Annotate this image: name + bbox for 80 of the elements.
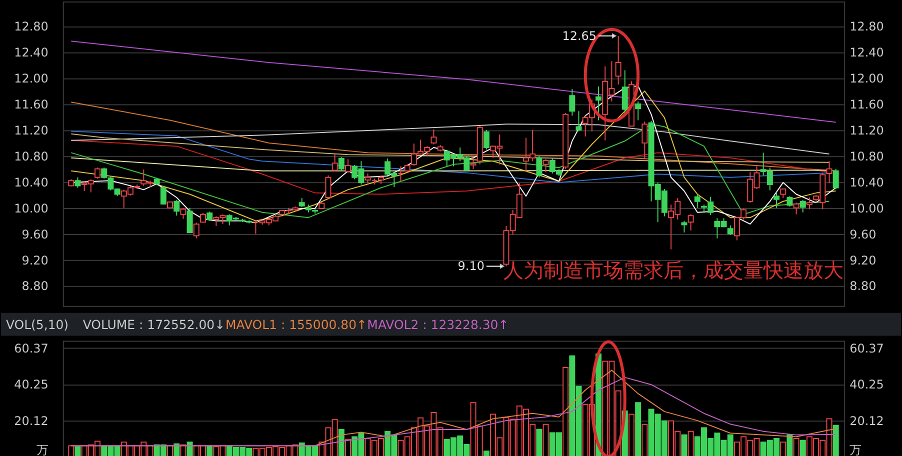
y2-tick-label: 11.20 (850, 123, 884, 138)
candlestick (681, 220, 688, 234)
annotation: 12.65 (562, 28, 597, 43)
candlestick (727, 224, 734, 236)
y-tick-label: 8.80 (22, 279, 48, 294)
y2-tick-label: 万 (850, 443, 862, 456)
candlestick (180, 207, 186, 220)
y2-tick-label: 12.40 (850, 46, 884, 60)
y2-tick-label: 10.00 (850, 201, 884, 216)
candlestick (160, 186, 166, 206)
annotation: 人为制造市场需求后，成交量快速放大 (504, 258, 844, 282)
candlestick (615, 35, 622, 86)
y-tick-label: 12.80 (14, 20, 48, 34)
candlestick (688, 214, 694, 232)
candlestick (325, 174, 332, 200)
candlestick (470, 158, 476, 170)
y-tick-label: 20.12 (14, 414, 48, 428)
candlestick (793, 202, 800, 215)
y2-tick-label: 12.80 (850, 20, 884, 34)
candlestick (774, 192, 780, 208)
y-tick-label: 11.20 (14, 123, 48, 138)
candlestick (642, 121, 648, 160)
candlestick (345, 158, 352, 174)
candlestick (298, 198, 305, 208)
line-series (70, 102, 836, 172)
line-series (70, 133, 830, 163)
candlestick (622, 70, 628, 114)
y2-tick-label: 20.12 (850, 414, 884, 428)
annotation: 9.10 (458, 259, 484, 274)
line-series (70, 124, 830, 154)
y-tick-label: 11.60 (14, 98, 48, 112)
y2-tick-label: 11.60 (850, 98, 884, 112)
line-series (70, 124, 830, 218)
y-tick-label: 9.60 (22, 227, 48, 242)
candlestick (800, 200, 806, 213)
y-tick-label: 10.00 (14, 201, 48, 216)
y-tick-label: 60.37 (14, 341, 48, 356)
candlestick (576, 110, 582, 132)
candlestick (826, 160, 832, 184)
candlestick (338, 156, 344, 171)
y2-tick-label: 8.80 (850, 279, 876, 294)
y-tick-label: 12.40 (14, 46, 48, 60)
candlestick (174, 200, 180, 216)
candlestick (569, 88, 576, 116)
candlestick (786, 196, 793, 208)
candlestick (398, 166, 404, 182)
y-tick-label: 10.80 (14, 149, 48, 164)
candlestick (200, 212, 206, 224)
candlestick (542, 158, 549, 173)
candlestick (94, 167, 101, 180)
text: MAVOL1 : 155000.80↑ (226, 316, 367, 332)
y2-tick-label: 9.60 (850, 227, 876, 242)
y-tick-label: 40.25 (14, 378, 48, 392)
line-series (70, 40, 836, 123)
candlestick (430, 128, 437, 145)
candlestick (186, 207, 193, 234)
candlestick (483, 129, 490, 150)
y2-tick-label: 60.37 (850, 341, 884, 356)
candlestick (332, 152, 338, 172)
candlestick (596, 86, 602, 121)
candlestick (536, 155, 542, 178)
y-tick-label: 10.40 (14, 175, 48, 190)
candlestick (694, 194, 700, 208)
candlestick (806, 196, 812, 210)
text: MAVOL2 : 123228.30↑ (367, 316, 509, 332)
candlestick (635, 100, 642, 121)
candlestick (832, 168, 839, 190)
chart-title: VOL(5,10) (6, 316, 69, 332)
y-tick-label: 9.20 (22, 253, 48, 268)
candlestick (206, 211, 213, 222)
y2-tick-label: 10.40 (850, 175, 884, 190)
y-tick-label: 12.00 (14, 72, 48, 86)
y2-tick-label: 9.20 (850, 253, 876, 268)
y2-tick-label: 12.00 (850, 72, 884, 86)
y-tick-label: 万 (36, 443, 48, 456)
candlestick (193, 222, 200, 239)
y2-tick-label: 10.80 (850, 149, 884, 164)
text: VOLUME : 172552.00↓ (82, 316, 226, 332)
candlestick (74, 176, 81, 188)
y2-tick-label: 40.25 (850, 378, 884, 392)
